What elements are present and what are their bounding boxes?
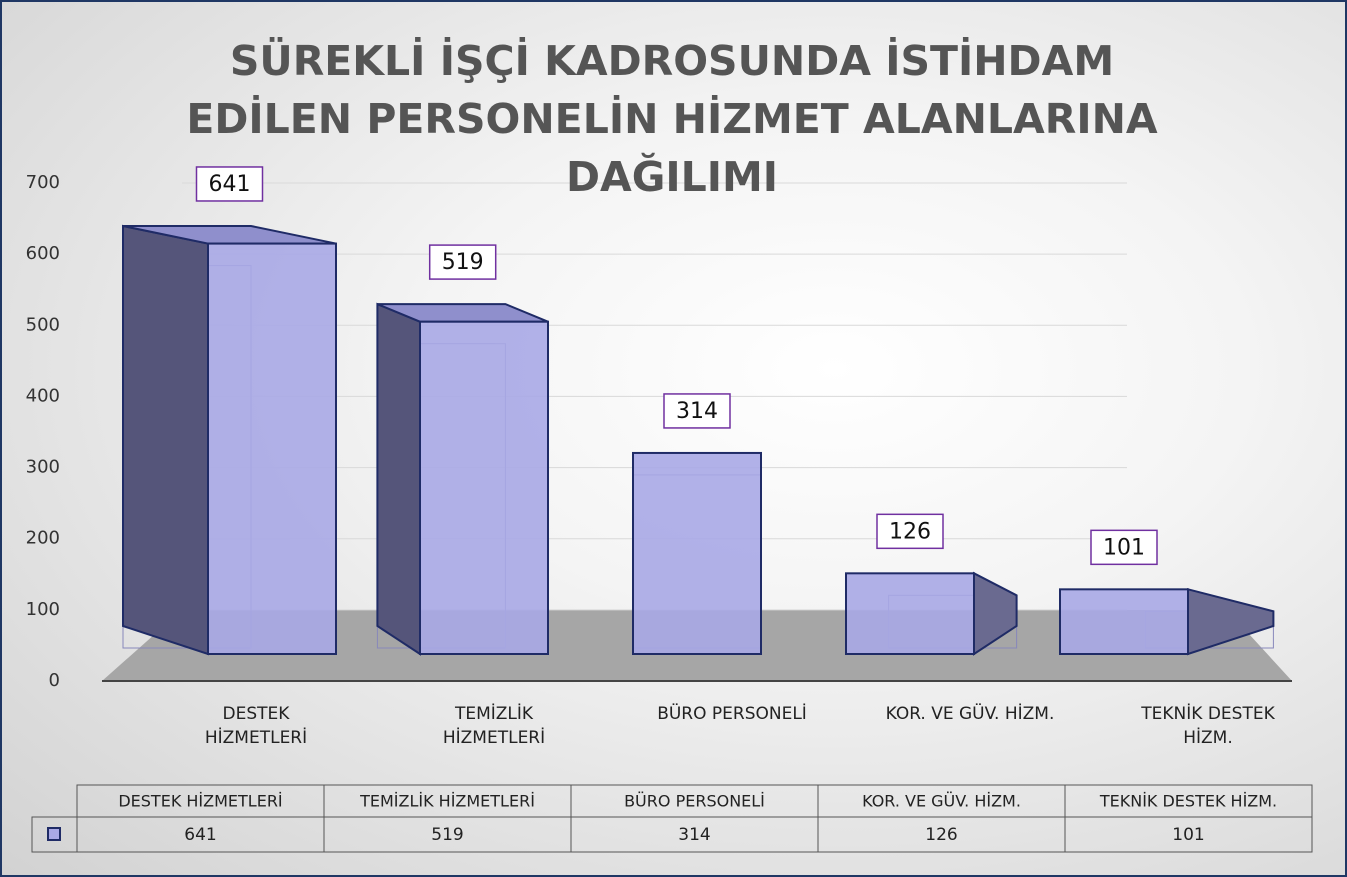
data-label-box [876, 513, 944, 550]
x-tick-label: BÜRO PERSONELİ [657, 704, 807, 724]
table-header: DESTEK HİZMETLERİ [118, 792, 282, 811]
y-tick-label: 700 [26, 172, 60, 193]
data-label-box [663, 393, 731, 429]
bar-side [376, 302, 421, 656]
table-value: 519 [431, 825, 463, 845]
table-header: KOR. VE GÜV. HİZM. [862, 792, 1021, 811]
table-value: 101 [1172, 825, 1204, 845]
chart-title: SÜREKLİ İŞÇİ KADROSUNDA İSTİHDAM EDİLEN … [186, 37, 1158, 201]
y-tick-label: 200 [26, 528, 60, 549]
y-tick-label: 600 [26, 243, 60, 264]
x-tick-label: KOR. VE GÜV. HİZM. [885, 704, 1055, 724]
data-label-box [1090, 529, 1158, 566]
bar [845, 572, 975, 655]
table-header: TEKNİK DESTEK HİZM. [1099, 792, 1277, 811]
table-value: 641 [184, 825, 216, 845]
table-value-cell [1064, 816, 1313, 853]
bar [207, 242, 337, 656]
data-label: 519 [442, 250, 484, 275]
data-label: 314 [676, 399, 718, 424]
data-label: 126 [889, 519, 931, 544]
table-value: 314 [678, 825, 710, 845]
bar [419, 320, 549, 655]
y-tick-label: 300 [26, 457, 60, 478]
x-tick-label: TEKNİK DESTEK HİZM. [1141, 704, 1275, 748]
x-tick-label: TEMİZLİK HİZMETLERİ [442, 704, 546, 748]
y-tick-label: 100 [26, 599, 60, 620]
x-tick-label: DESTEK HİZMETLERİ [204, 704, 308, 748]
y-tick-label: 400 [26, 385, 60, 406]
table-header: TEMİZLİK HİZMETLERİ [359, 792, 535, 811]
table-value: 126 [925, 825, 957, 845]
data-label: 101 [1103, 535, 1145, 560]
legend-swatch [47, 827, 61, 841]
data-label-box [428, 244, 497, 280]
data-label: 641 [209, 172, 251, 197]
bar [1059, 588, 1189, 655]
data-label-box [195, 166, 264, 202]
table-header: BÜRO PERSONELİ [624, 792, 765, 811]
y-tick-label: 500 [26, 314, 60, 335]
bar-side [122, 224, 209, 656]
bar [632, 451, 762, 655]
y-tick-label: 0 [49, 670, 60, 691]
